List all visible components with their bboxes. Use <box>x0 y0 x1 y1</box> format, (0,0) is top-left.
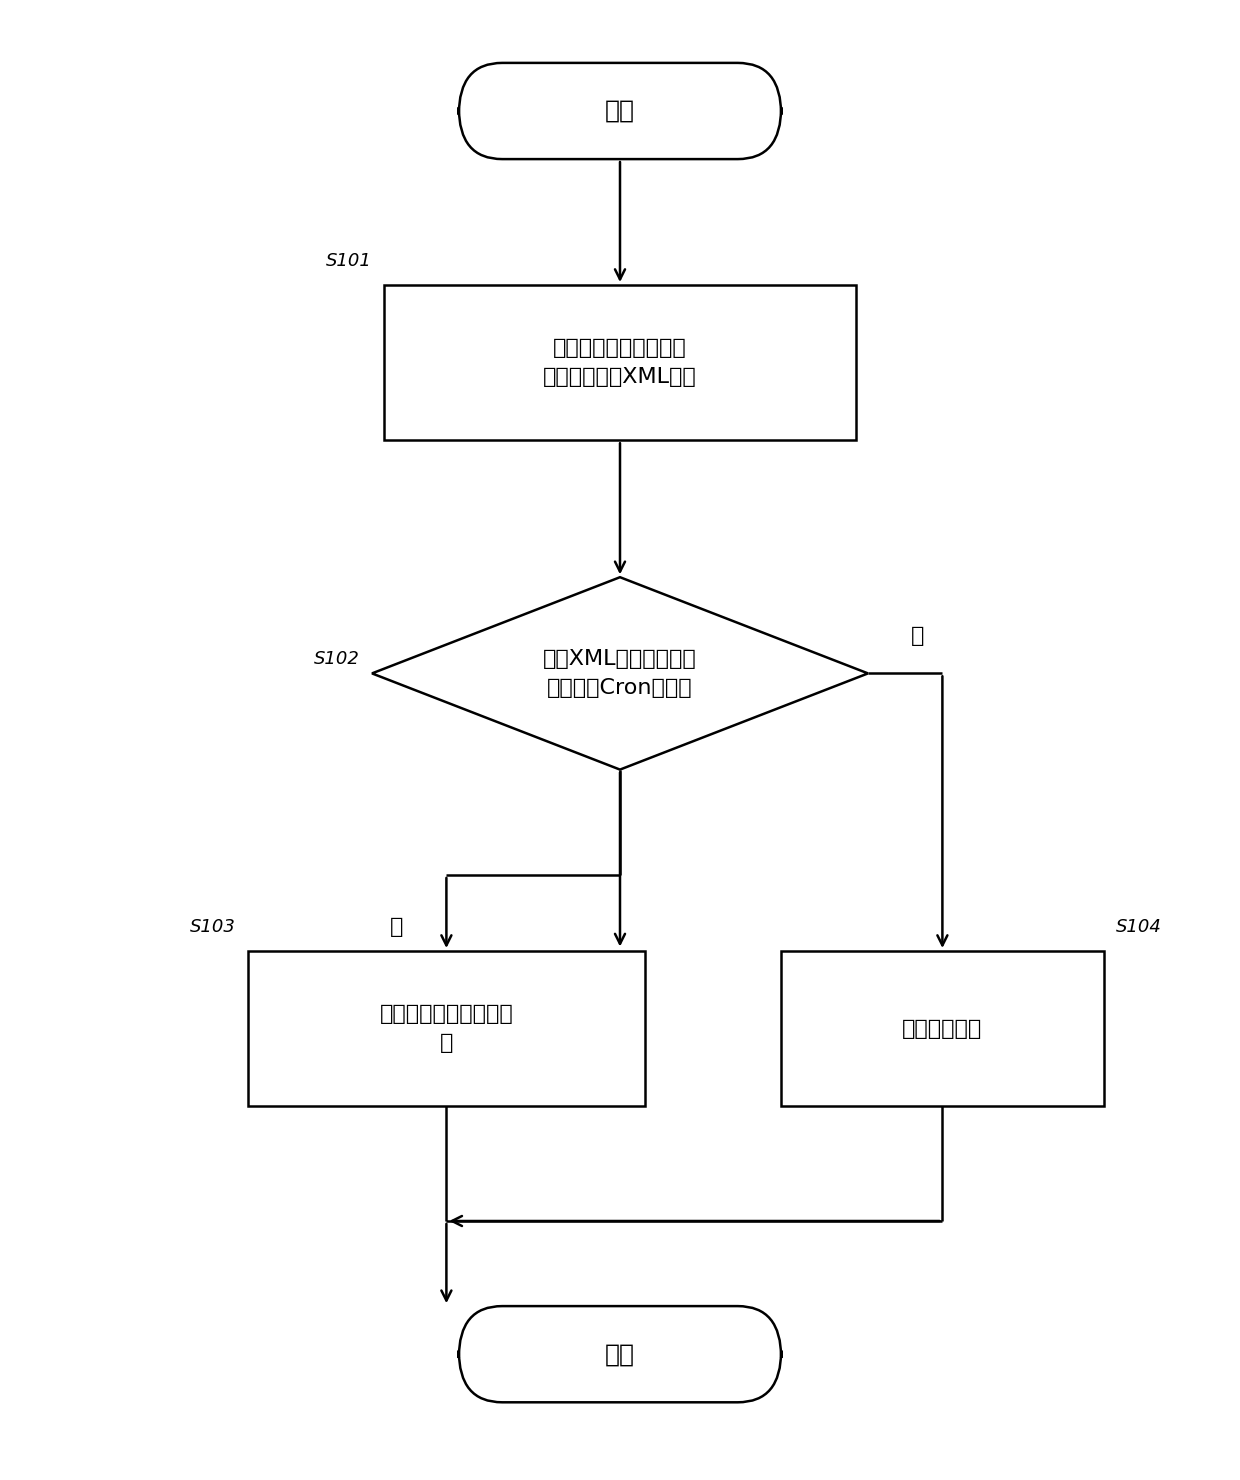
Text: 结束: 结束 <box>605 1342 635 1366</box>
Text: 读取所述批处理任务的
配置数据生成XML文件: 读取所述批处理任务的 配置数据生成XML文件 <box>543 337 697 388</box>
Bar <box>781 952 1104 1107</box>
FancyBboxPatch shape <box>459 1305 781 1403</box>
Text: 是: 是 <box>391 916 403 937</box>
Text: 手动启动任务: 手动启动任务 <box>903 1018 982 1039</box>
Bar <box>248 952 645 1107</box>
Text: 开始: 开始 <box>605 99 635 123</box>
Text: S104: S104 <box>1116 918 1162 937</box>
Text: S101: S101 <box>326 252 372 269</box>
Text: 所述XML文件的代码中
是否含有Cron表达式: 所述XML文件的代码中 是否含有Cron表达式 <box>543 648 697 699</box>
Polygon shape <box>372 577 868 770</box>
Text: S103: S103 <box>190 918 236 937</box>
Bar <box>384 284 856 440</box>
Text: 否: 否 <box>911 626 924 647</box>
Text: S102: S102 <box>314 650 360 667</box>
Text: 通过调度器定时启动任
务: 通过调度器定时启动任 务 <box>379 1003 513 1054</box>
FancyBboxPatch shape <box>459 62 781 158</box>
